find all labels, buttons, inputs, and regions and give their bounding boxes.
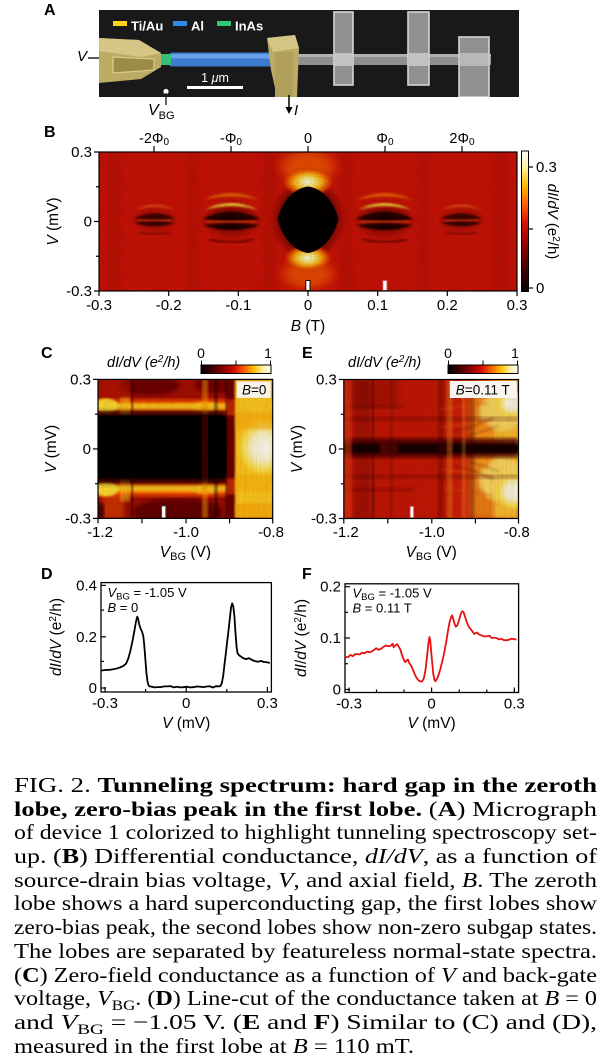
svg-text:Φ0: Φ0 [376,131,394,148]
svg-text:-0.3: -0.3 [65,510,91,527]
svg-text:dI/dV (e2/h): dI/dV (e2/h) [107,354,180,371]
svg-text:0: 0 [197,345,205,361]
svg-text:0: 0 [304,131,312,147]
svg-text:-0.8: -0.8 [504,524,530,541]
svg-text:0.2: 0.2 [437,297,458,314]
svg-text:-Φ0: -Φ0 [220,131,242,148]
svg-text:B = 0: B = 0 [108,600,139,615]
svg-text:V (mV): V (mV) [162,715,210,732]
svg-text:V (mV): V (mV) [289,425,306,473]
svg-text:1: 1 [264,345,272,361]
svg-text:-0.3: -0.3 [86,297,112,314]
svg-text:0: 0 [536,280,544,297]
svg-text:0: 0 [182,695,190,712]
svg-text:-2Φ0: -2Φ0 [139,131,169,148]
svg-text:-0.2: -0.2 [156,297,182,314]
svg-text:0.3: 0.3 [504,696,525,713]
svg-text:0.3: 0.3 [507,297,528,314]
svg-text:VBG = -1.05 V: VBG = -1.05 V [108,585,187,603]
svg-text:V (mV): V (mV) [45,197,62,245]
svg-text:0.2: 0.2 [320,579,341,596]
svg-text:dI/dV (e2/h): dI/dV (e2/h) [544,184,561,260]
svg-text:InAs: InAs [235,19,263,34]
svg-text:0.3: 0.3 [316,372,337,389]
svg-text:-0.3: -0.3 [336,696,362,713]
svg-text:0: 0 [83,441,91,458]
svg-text:dI/dV (e2/h): dI/dV (e2/h) [348,354,421,371]
svg-text:B (T): B (T) [291,318,325,335]
svg-text:-0.8: -0.8 [258,524,284,541]
svg-text:-0.3: -0.3 [66,283,92,300]
svg-text:-1.0: -1.0 [173,524,199,541]
svg-text:B=0.11 T: B=0.11 T [456,383,510,398]
svg-text:0: 0 [328,441,336,458]
svg-text:0: 0 [304,297,312,314]
svg-text:VBG (V): VBG (V) [406,544,457,560]
svg-text:dI/dV (e2/h): dI/dV (e2/h) [48,598,65,676]
svg-text:0.3: 0.3 [71,144,92,161]
svg-text:1 μm: 1 μm [201,71,229,85]
svg-text:0: 0 [427,696,435,713]
svg-text:-1.2: -1.2 [333,524,359,541]
svg-text:B=0: B=0 [242,382,266,397]
svg-text:-0.3: -0.3 [92,695,118,712]
svg-text:V (mV): V (mV) [407,715,455,732]
svg-text:B = 0.11 T: B = 0.11 T [353,601,412,616]
svg-text:Al: Al [191,19,204,34]
svg-text:Ti/Au: Ti/Au [131,19,163,34]
svg-text:0: 0 [89,680,97,697]
svg-text:dI/dV (e2/h): dI/dV (e2/h) [293,599,310,677]
svg-text:0.3: 0.3 [257,695,278,712]
svg-text:1: 1 [511,345,519,361]
svg-text:2Φ0: 2Φ0 [449,131,475,148]
svg-text:0: 0 [444,345,452,361]
svg-text:-1.0: -1.0 [419,524,445,541]
svg-text:0.3: 0.3 [536,159,557,176]
svg-text:-1.2: -1.2 [87,524,113,541]
svg-text:V (mV): V (mV) [43,425,60,473]
svg-text:0: 0 [333,682,341,699]
svg-text:VBG = -1.05 V: VBG = -1.05 V [353,586,432,604]
svg-text:-0.3: -0.3 [311,511,337,528]
svg-text:0.2: 0.2 [76,629,97,646]
svg-text:VBG (V): VBG (V) [160,544,211,560]
svg-text:-0.1: -0.1 [225,297,251,314]
svg-text:0.1: 0.1 [320,630,341,647]
svg-text:0.3: 0.3 [70,371,91,388]
svg-text:0.1: 0.1 [367,297,388,314]
svg-text:0.4: 0.4 [76,577,97,594]
svg-text:0: 0 [84,214,92,231]
